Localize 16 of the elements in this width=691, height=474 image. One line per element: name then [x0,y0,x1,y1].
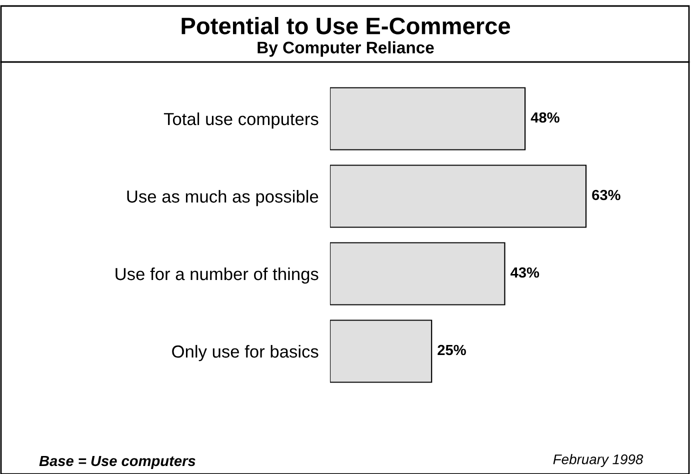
text: Base = Use computers [39,456,196,469]
y-tick-label: Total use computers [164,112,318,129]
data-label: 48% [530,112,560,123]
bar [330,242,506,306]
bar [330,164,587,228]
chart-title: Potential to Use E-Commerce [182,16,510,34]
bar [330,320,432,383]
y-tick-label: Use for a number of things [116,267,318,284]
y-tick-label: Only use for basics [172,344,318,362]
y-tick-label: Use as much as possible [127,190,318,206]
text: February 1998 [553,454,644,467]
data-label: 25% [438,344,466,356]
bar [330,87,526,150]
chart-subtitle: By Computer Reliance [258,41,434,57]
data-label: 43% [510,267,540,278]
data-label: 63% [592,190,620,200]
